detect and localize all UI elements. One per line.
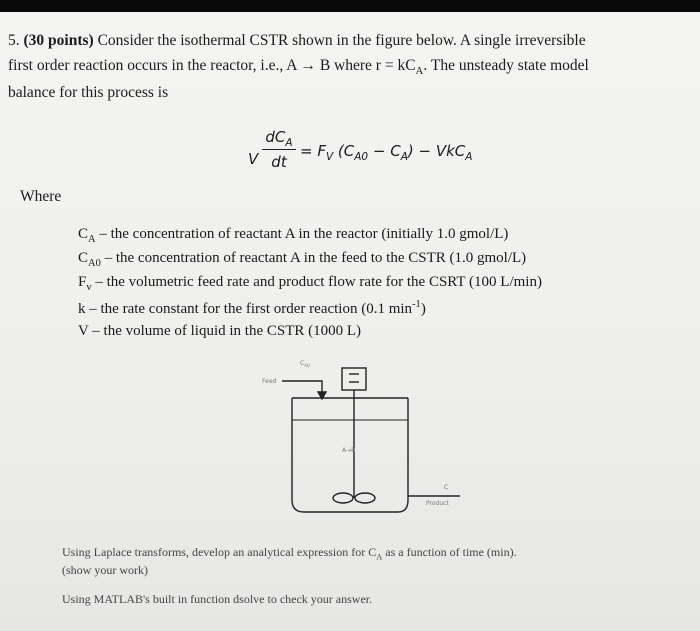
subscript: V	[325, 151, 334, 163]
task-text: (show your work)	[62, 563, 148, 578]
eq-denominator: dt	[262, 153, 296, 171]
text: C	[78, 226, 89, 242]
problem-line: 5. (30 points) Consider the isothermal C…	[8, 32, 586, 50]
subscript: A	[376, 552, 383, 562]
eq-numerator: dCA	[262, 128, 296, 150]
text: C	[300, 360, 305, 367]
top-bar	[0, 0, 700, 12]
where-label: Where	[20, 188, 62, 205]
definition: CA – the concentration of reactant A in …	[78, 226, 508, 245]
subscript: v	[86, 282, 92, 293]
definition: V – the volume of liquid in the CSTR (10…	[78, 323, 361, 340]
text: – the concentration of reactant A in the…	[95, 226, 509, 242]
text: Using MATLAB's built in function dsolve …	[62, 592, 373, 606]
text: (show your work)	[62, 563, 148, 577]
text: − C	[368, 142, 401, 160]
subscript: A0	[304, 363, 310, 369]
problem-line: balance for this process is	[8, 84, 168, 102]
superscript: -1	[412, 299, 421, 310]
motor	[341, 367, 367, 391]
text: . The unsteady state model	[423, 57, 589, 74]
text: – the concentration of reactant A in the…	[100, 250, 527, 266]
text: k – the rate constant for the first orde…	[78, 301, 413, 317]
text: first order reaction occurs in the react…	[8, 57, 416, 74]
subscript: A0	[88, 258, 101, 269]
problem-text: Consider the isothermal CSTR shown in th…	[98, 32, 586, 49]
text: ) − VkC	[407, 142, 466, 160]
text: = F	[300, 142, 326, 160]
eq-lhs: V	[248, 150, 258, 168]
subscript: A	[400, 151, 408, 163]
text: Using Laplace transforms, develop an ana…	[62, 545, 377, 559]
text: balance for this process is	[8, 84, 169, 101]
impeller	[332, 492, 354, 504]
text: dt	[271, 153, 287, 171]
feed-pipe	[282, 380, 323, 398]
feed-conc-label: CA0	[300, 360, 310, 368]
text: as a function of time (min).	[382, 545, 517, 559]
eq-rhs: = FV (CA0 − CA) − VkCA	[300, 142, 472, 163]
definition: k – the rate constant for the first orde…	[78, 299, 426, 318]
problem-line: first order reaction occurs in the react…	[8, 57, 589, 77]
text: (C	[333, 142, 355, 160]
product-label: Product	[426, 500, 449, 507]
problem-number: 5.	[8, 32, 20, 49]
task-text: Using Laplace transforms, develop an ana…	[62, 545, 517, 561]
definition: Fv – the volumetric feed rate and produc…	[78, 274, 542, 293]
subscript: A	[465, 151, 473, 163]
reaction-label: A→B	[342, 447, 356, 454]
subscript: A	[285, 137, 293, 149]
impeller	[354, 492, 376, 504]
subscript: A0	[354, 151, 369, 163]
feed-label: Feed	[262, 378, 277, 385]
text: V – the volume of liquid in the CSTR (10…	[78, 323, 362, 339]
definition: CA0 – the concentration of reactant A in…	[78, 250, 526, 269]
text: C	[78, 250, 89, 266]
outlet-conc-label: C	[444, 484, 449, 491]
text: V	[248, 150, 259, 168]
text: F	[78, 274, 87, 290]
task-text: Using MATLAB's built in function dsolve …	[62, 592, 372, 607]
feed-arrow	[316, 391, 328, 401]
subscript: A	[415, 65, 424, 78]
text: Consider the isothermal CSTR shown in th…	[97, 32, 586, 49]
subscript: A	[88, 234, 96, 245]
vessel	[291, 398, 409, 513]
text: dC	[265, 128, 286, 146]
points: (30 points)	[23, 32, 94, 49]
text: – the volumetric feed rate and product f…	[91, 274, 542, 290]
text: )	[420, 301, 426, 317]
